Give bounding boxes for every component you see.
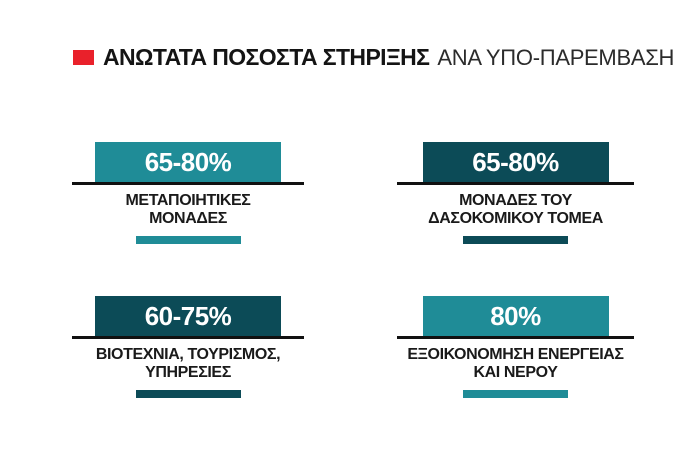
- card-label-line1: ΜΕΤΑΠΟΙΗΤΙΚΕΣ: [125, 192, 251, 209]
- card-label-line2: ΚΑΙ ΝΕΡΟΥ: [473, 364, 558, 381]
- card-label: ΒΙΟΤΕΧΝΙΑ, ΤΟΥΡΙΣΜΟΣ, ΥΠΗΡΕΣΙΕΣ: [72, 346, 304, 382]
- card-manufacturing-units: 65-80% ΜΕΤΑΠΟΙΗΤΙΚΕΣ ΜΟΝΑΔΕΣ: [72, 142, 304, 244]
- card-label-line2: ΜΟΝΑΔΕΣ: [149, 210, 227, 227]
- value-box: 60-75%: [95, 296, 281, 336]
- baseline-rule: [397, 182, 634, 185]
- card-forestry-units: 65-80% ΜΟΝΑΔΕΣ ΤΟΥ ΔΑΣΟΚΟΜΙΚΟΥ ΤΟΜΕΑ: [397, 142, 634, 244]
- red-square-icon: [73, 50, 94, 65]
- support-rate-value: 60-75%: [144, 300, 232, 331]
- card-crafts-tourism-services: 60-75% ΒΙΟΤΕΧΝΙΑ, ΤΟΥΡΙΣΜΟΣ, ΥΠΗΡΕΣΙΕΣ: [72, 296, 304, 398]
- card-label-line1: ΕΞΟΙΚΟΝΟΜΗΣΗ ΕΝΕΡΓΕΙΑΣ: [407, 346, 624, 363]
- baseline-rule: [72, 182, 304, 185]
- card-label: ΜΟΝΑΔΕΣ ΤΟΥ ΔΑΣΟΚΟΜΙΚΟΥ ΤΟΜΕΑ: [397, 192, 634, 228]
- card-label-line2: ΔΑΣΟΚΟΜΙΚΟΥ ΤΟΜΕΑ: [428, 210, 603, 227]
- card-label: ΕΞΟΙΚΟΝΟΜΗΣΗ ΕΝΕΡΓΕΙΑΣ ΚΑΙ ΝΕΡΟΥ: [397, 346, 634, 382]
- card-energy-water-saving: 80% ΕΞΟΙΚΟΝΟΜΗΣΗ ΕΝΕΡΓΕΙΑΣ ΚΑΙ ΝΕΡΟΥ: [397, 296, 634, 398]
- underline-bar: [463, 236, 568, 244]
- page-title-bold: ΑΝΩΤΑΤΑ ΠΟΣΟΣΤΑ ΣΤΗΡΙΞΗΣ: [103, 44, 430, 70]
- support-rate-value: 65-80%: [144, 146, 232, 177]
- card-label: ΜΕΤΑΠΟΙΗΤΙΚΕΣ ΜΟΝΑΔΕΣ: [72, 192, 304, 228]
- card-label-line1: ΒΙΟΤΕΧΝΙΑ, ΤΟΥΡΙΣΜΟΣ,: [95, 346, 281, 363]
- value-box: 65-80%: [422, 142, 609, 182]
- baseline-rule: [72, 336, 304, 339]
- page-title-regular: ΑΝΑ ΥΠΟ-ΠΑΡΕΜΒΑΣΗ: [437, 44, 675, 70]
- underline-bar: [463, 390, 568, 398]
- underline-bar: [135, 390, 241, 398]
- card-label-line1: ΜΟΝΑΔΕΣ ΤΟΥ: [459, 192, 572, 209]
- baseline-rule: [397, 336, 634, 339]
- page-title: ΑΝΩΤΑΤΑ ΠΟΣΟΣΤΑ ΣΤΗΡΙΞΗΣ ΑΝΑ ΥΠΟ-ΠΑΡΕΜΒΑ…: [73, 44, 674, 71]
- support-rate-value: 65-80%: [472, 146, 559, 177]
- value-box: 65-80%: [95, 142, 281, 182]
- card-label-line2: ΥΠΗΡΕΣΙΕΣ: [145, 364, 231, 381]
- support-rate-value: 80%: [490, 300, 541, 331]
- underline-bar: [135, 236, 241, 244]
- value-box: 80%: [422, 296, 609, 336]
